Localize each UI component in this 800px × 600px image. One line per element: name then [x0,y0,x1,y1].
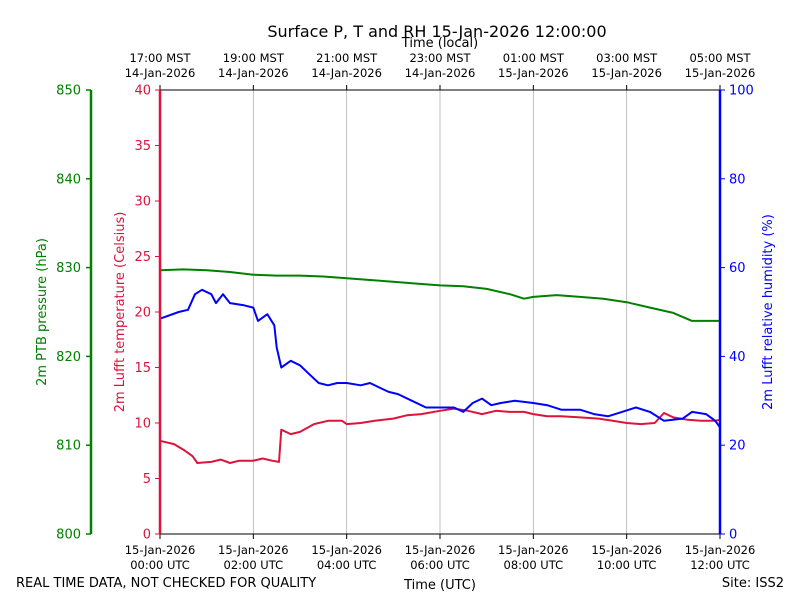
temperature-tick-label: 20 [134,306,151,321]
x-tick-time-label: 02:00 UTC [224,558,284,572]
x-tick-time-label: 04:00 UTC [317,558,377,572]
top-tick-time-label: 03:00 MST [596,51,658,65]
pressure-tick-label: 800 [56,528,81,543]
temperature-tick-label: 25 [134,250,151,265]
top-tick-date-label: 14-Jan-2026 [311,66,382,80]
quality-disclaimer: REAL TIME DATA, NOT CHECKED FOR QUALITY [16,576,317,591]
x-axis-label: Time (UTC) [403,578,476,593]
top-tick-time-label: 05:00 MST [689,51,751,65]
top-tick-date-label: 14-Jan-2026 [125,66,196,80]
pressure-line [159,268,720,322]
top-tick-time-label: 01:00 MST [503,51,565,65]
top-tick-date-label: 14-Jan-2026 [218,66,289,80]
grid-lines [252,90,628,534]
series-layer [159,268,721,464]
humidity-tick-label: 0 [729,528,737,543]
x-tick-date-label: 15-Jan-2026 [685,543,756,557]
top-tick-date-label: 14-Jan-2026 [405,66,476,80]
top-tick-date-label: 15-Jan-2026 [685,66,756,80]
pressure-axis-label: 2m PTB pressure (hPa) [35,238,50,386]
plot-frame [89,89,722,535]
top-tick-time-label: 19:00 MST [223,51,285,65]
temperature-tick-label: 10 [134,417,151,432]
top-tick-time-label: 17:00 MST [129,51,191,65]
top-axis-label: Time (local) [401,36,478,51]
temperature-axis-label: 2m Lufft temperature (Celsius) [113,212,128,413]
x-tick-time-label: 12:00 UTC [690,558,750,572]
x-tick-time-label: 06:00 UTC [410,558,470,572]
x-tick-date-label: 15-Jan-2026 [311,543,382,557]
temperature-tick-label: 35 [134,139,151,154]
x-tick-date-label: 15-Jan-2026 [218,543,289,557]
x-tick-date-label: 15-Jan-2026 [125,543,196,557]
humidity-line [159,288,721,428]
humidity-axis-label: 2m Lufft relative humidity (%) [761,214,776,410]
x-tick-date-label: 15-Jan-2026 [498,543,569,557]
temperature-tick-label: 5 [143,472,151,487]
pressure-tick-label: 820 [56,350,81,365]
humidity-tick-label: 40 [729,350,746,365]
site-label: Site: ISS2 [721,576,784,591]
pressure-tick-label: 840 [56,172,81,187]
temperature-tick-label: 40 [134,84,151,99]
humidity-tick-label: 20 [729,439,746,454]
temperature-line [159,407,721,464]
top-tick-date-label: 15-Jan-2026 [498,66,569,80]
x-tick-date-label: 15-Jan-2026 [405,543,476,557]
x-tick-date-label: 15-Jan-2026 [591,543,662,557]
pressure-tick-label: 830 [56,261,81,276]
pressure-tick-label: 850 [56,84,81,99]
chart-title: Surface P, T and RH 15-Jan-2026 12:00:00 [267,22,606,41]
x-tick-time-label: 10:00 UTC [597,558,657,572]
top-tick-time-label: 23:00 MST [409,51,471,65]
temperature-tick-label: 30 [134,195,151,210]
top-tick-date-label: 15-Jan-2026 [591,66,662,80]
humidity-tick-label: 60 [729,261,746,276]
top-tick-time-label: 21:00 MST [316,51,378,65]
x-tick-time-label: 08:00 UTC [504,558,564,572]
pressure-tick-label: 810 [56,439,81,454]
humidity-tick-label: 80 [729,172,746,187]
x-tick-time-label: 00:00 UTC [130,558,190,572]
temperature-tick-label: 0 [143,528,151,543]
temperature-tick-label: 15 [134,361,151,376]
humidity-tick-label: 100 [729,84,754,99]
